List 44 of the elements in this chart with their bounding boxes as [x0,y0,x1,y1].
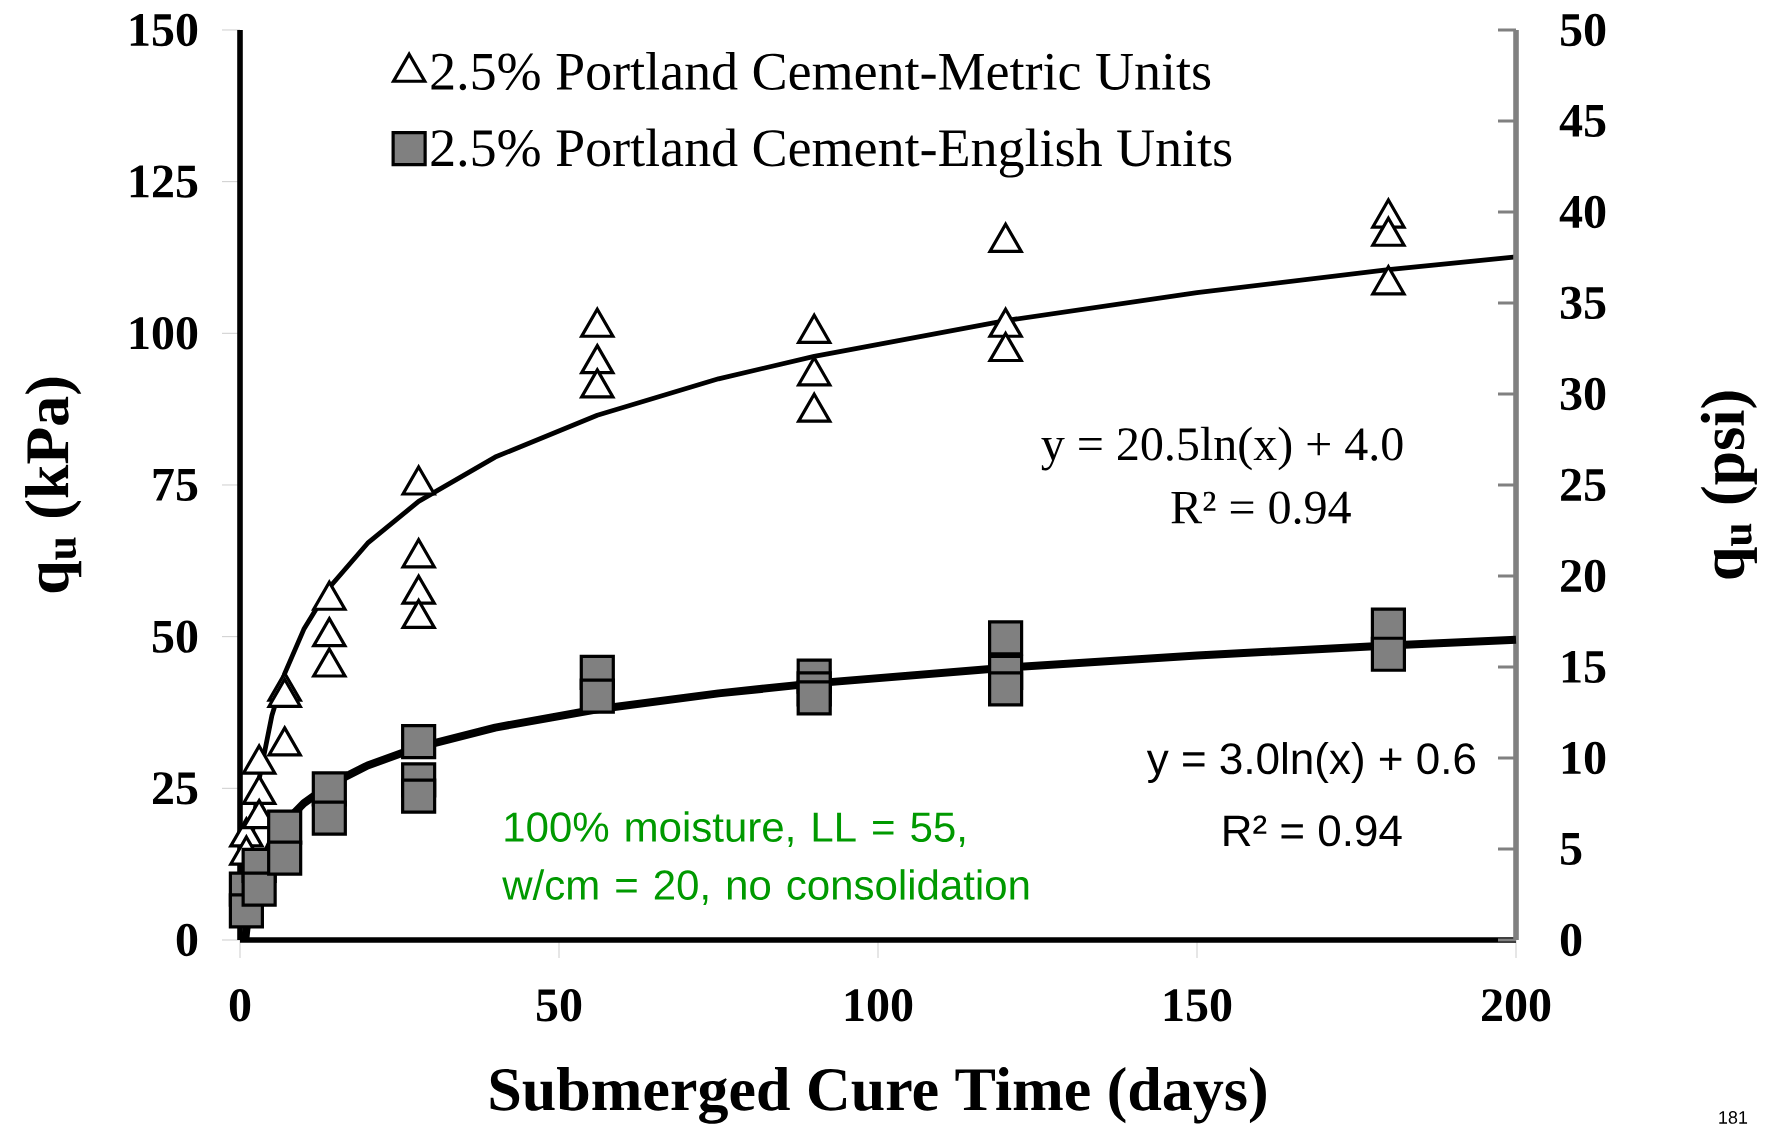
point [401,723,437,759]
x-axis-title: Submerged Cure Time (days) [490,1066,1266,1124]
y-tick-label: 150 [130,13,198,46]
y2-tick-label: 10 [1562,741,1606,774]
y-tick-label: 125 [130,165,198,198]
annotation: R² = 0.94 [1171,491,1351,524]
annotation: y = 3.0ln(x) + 0.6 [1146,741,1475,783]
x-tick-label: 0 [229,988,251,1022]
annotation: 100% moisture, LL = 55, w/cm = 20, no consolidation [502,810,1029,905]
y-axis-title: q$_{u}$ (kPa) [25,377,82,593]
x-tick-label: 150 [1164,988,1232,1022]
y2-tick-label: 20 [1561,559,1606,592]
annotation: y = 20.5ln(x) + 4.0 [1041,426,1403,471]
x-tick-label: 100 [845,988,913,1022]
x-tick-label: 200 [1482,988,1551,1022]
point [1370,636,1407,672]
y2-tick-label: 50 [1560,13,1606,46]
y2-tick-label: 35 [1560,286,1606,319]
point [988,620,1024,656]
y-tick-label: 50 [152,620,198,653]
y-tick-label: 75 [153,468,198,501]
point [311,800,347,836]
y2-tick-label: 40 [1559,195,1606,228]
annotation: R² = 0.94 [1224,815,1402,847]
y2-tick-label: 15 [1562,650,1606,683]
legend-label: 2.5% Portland Cement-Metric Units [431,51,1211,90]
y-tick-label: 0 [176,923,198,956]
point [579,678,615,714]
point [988,671,1024,707]
point [401,778,437,814]
y-tick-label: 25 [152,771,198,805]
text: 181 [1719,1110,1748,1124]
y2-tick-label: 0 [1560,923,1582,956]
y2-tick-label: 45 [1559,104,1606,137]
y2-axis-title: q$_{u}$ (psi) [1700,391,1757,579]
x-tick-label: 50 [536,988,582,1022]
y-tick-label: 100 [130,316,198,350]
legend-label: 2.5% Portland Cement-English Units [431,128,1232,178]
y2-tick-label: 5 [1560,832,1582,865]
point [241,871,277,907]
point [796,680,832,716]
y2-tick-label: 30 [1560,377,1606,410]
point [267,840,303,876]
y2-tick-label: 25 [1561,468,1606,501]
